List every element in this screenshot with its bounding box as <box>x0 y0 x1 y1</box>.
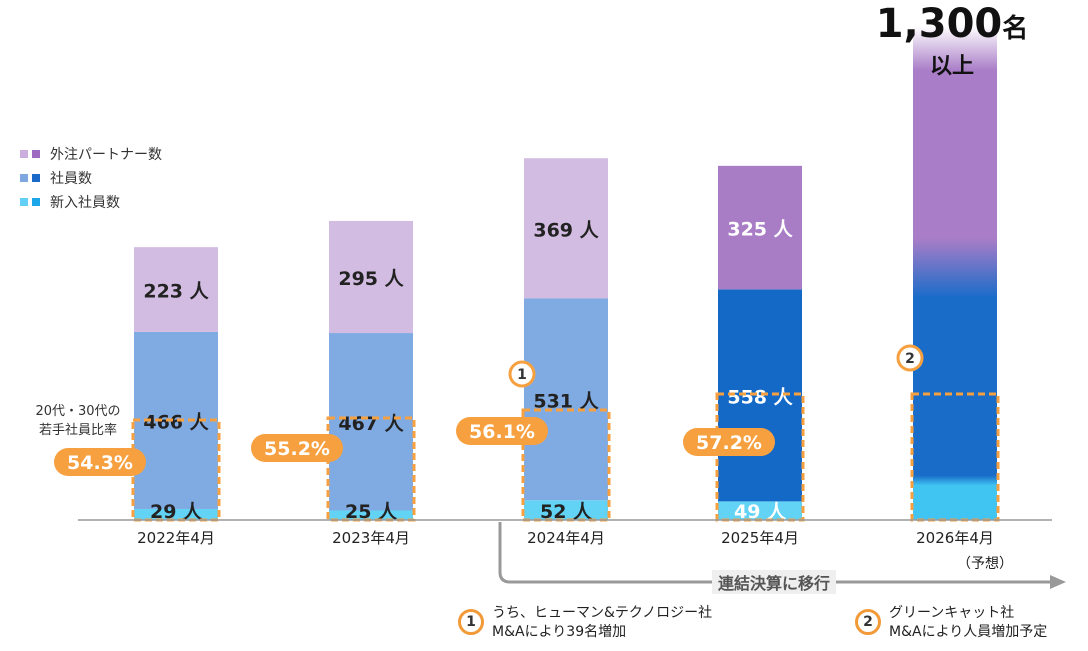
value-label-new-hires-3: 49 人 <box>734 501 787 523</box>
legend-swatch-dark <box>32 174 40 182</box>
transition-label: 連結決算に移行 <box>712 570 837 594</box>
young-ratio-badge-0 <box>54 448 146 476</box>
bar-new-hires-0 <box>134 508 218 520</box>
x-tick-label-1: 2023年4月 <box>332 529 410 547</box>
young-ratio-badge-1 <box>251 434 343 462</box>
note-2: 2 グリーンキャット社 M&Aにより人員増加予定 <box>855 604 1047 642</box>
legend-swatch-light <box>20 174 28 182</box>
forecast-total-number: 1,300 <box>875 1 1003 47</box>
legend-swatch-light <box>20 150 28 158</box>
young-ratio-badge-3 <box>683 428 775 456</box>
value-label-partners-0: 223 人 <box>143 281 209 303</box>
value-label-partners-2: 369 人 <box>533 219 599 241</box>
bar-employees-2 <box>524 298 608 501</box>
bar-partners-0 <box>134 247 218 332</box>
legend-swatch-dark <box>32 198 40 206</box>
value-label-partners-1: 295 人 <box>338 268 404 290</box>
bar-partners-2 <box>524 158 608 299</box>
forecast-total-label: 1,300名 以上 <box>862 0 1042 81</box>
young-ratio-value-0: 54.3% <box>67 452 133 474</box>
x-tick-note-4: （予想） <box>957 556 1013 572</box>
x-tick-label-0: 2022年4月 <box>137 529 215 547</box>
note-1-marker: 1 <box>458 609 484 635</box>
value-label-new-hires-0: 29 人 <box>150 501 203 523</box>
note-1: 1 うち、ヒューマン&テクノロジー社 M&Aにより39名増加 <box>458 604 712 642</box>
young-ratio-value-3: 57.2% <box>696 432 762 454</box>
note-2-marker: 2 <box>855 609 881 635</box>
bar-employees-1 <box>329 333 413 511</box>
bar-partners-3 <box>718 165 802 290</box>
marker-label-2: 2 <box>905 351 915 367</box>
young-ratio-box-2 <box>521 408 611 522</box>
young-ratio-label: 20代・30代の 若手社員比率 <box>20 402 136 440</box>
marker-circle-2 <box>896 344 924 372</box>
legend: 外注パートナー数 社員数 新入社員数 <box>20 142 162 214</box>
bar-new-hires-2 <box>524 500 608 520</box>
x-tick-label-3: 2025年4月 <box>721 529 799 547</box>
legend-label: 社員数 <box>50 171 92 187</box>
legend-swatch-dark <box>32 150 40 158</box>
legend-label: 外注パートナー数 <box>50 147 162 163</box>
marker-label-1: 1 <box>517 367 527 383</box>
bar-forecast-total <box>913 26 997 520</box>
young-ratio-label-line2: 若手社員比率 <box>38 423 117 438</box>
value-label-new-hires-2: 52 人 <box>540 501 593 523</box>
note-2-line1: グリーンキャット社 <box>889 605 1015 621</box>
value-label-employees-2: 531 人 <box>533 390 599 412</box>
legend-label: 新入社員数 <box>50 195 120 211</box>
transition-arrowhead <box>1050 575 1066 589</box>
bar-new-hires-1 <box>329 510 413 520</box>
value-label-partners-3: 325 人 <box>727 219 793 241</box>
x-tick-label-2: 2024年4月 <box>527 529 605 547</box>
note-1-line2: M&Aにより39名増加 <box>492 624 627 640</box>
young-ratio-value-2: 56.1% <box>469 421 535 443</box>
value-label-employees-0: 466 人 <box>143 411 209 433</box>
value-label-employees-1: 467 人 <box>338 413 404 435</box>
note-1-text: うち、ヒューマン&テクノロジー社 M&Aにより39名増加 <box>492 604 712 642</box>
forecast-total-unit: 名 <box>1002 14 1029 44</box>
bar-new-hires-3 <box>718 501 802 520</box>
young-ratio-label-line1: 20代・30代の <box>35 404 121 419</box>
young-ratio-value-1: 55.2% <box>264 438 330 460</box>
legend-item-employees: 社員数 <box>20 166 162 190</box>
transition-arrow <box>498 522 1052 584</box>
forecast-total-sub: 以上 <box>929 54 974 79</box>
note-2-text: グリーンキャット社 M&Aにより人員増加予定 <box>889 604 1047 642</box>
value-label-new-hires-1: 25 人 <box>345 501 398 523</box>
x-tick-label-4: 2026年4月 <box>916 529 994 547</box>
bar-partners-1 <box>329 220 413 334</box>
value-label-employees-3: 558 人 <box>727 386 793 408</box>
forecast-total-number-line: 1,300名 <box>862 0 1042 53</box>
young-ratio-badge-2 <box>456 417 548 445</box>
legend-swatch-light <box>20 198 28 206</box>
legend-item-new-hires: 新入社員数 <box>20 190 162 214</box>
legend-item-partners: 外注パートナー数 <box>20 142 162 166</box>
marker-circle-1 <box>508 360 536 388</box>
note-2-line2: M&Aにより人員増加予定 <box>889 624 1048 640</box>
note-1-line1: うち、ヒューマン&テクノロジー社 <box>492 605 713 621</box>
